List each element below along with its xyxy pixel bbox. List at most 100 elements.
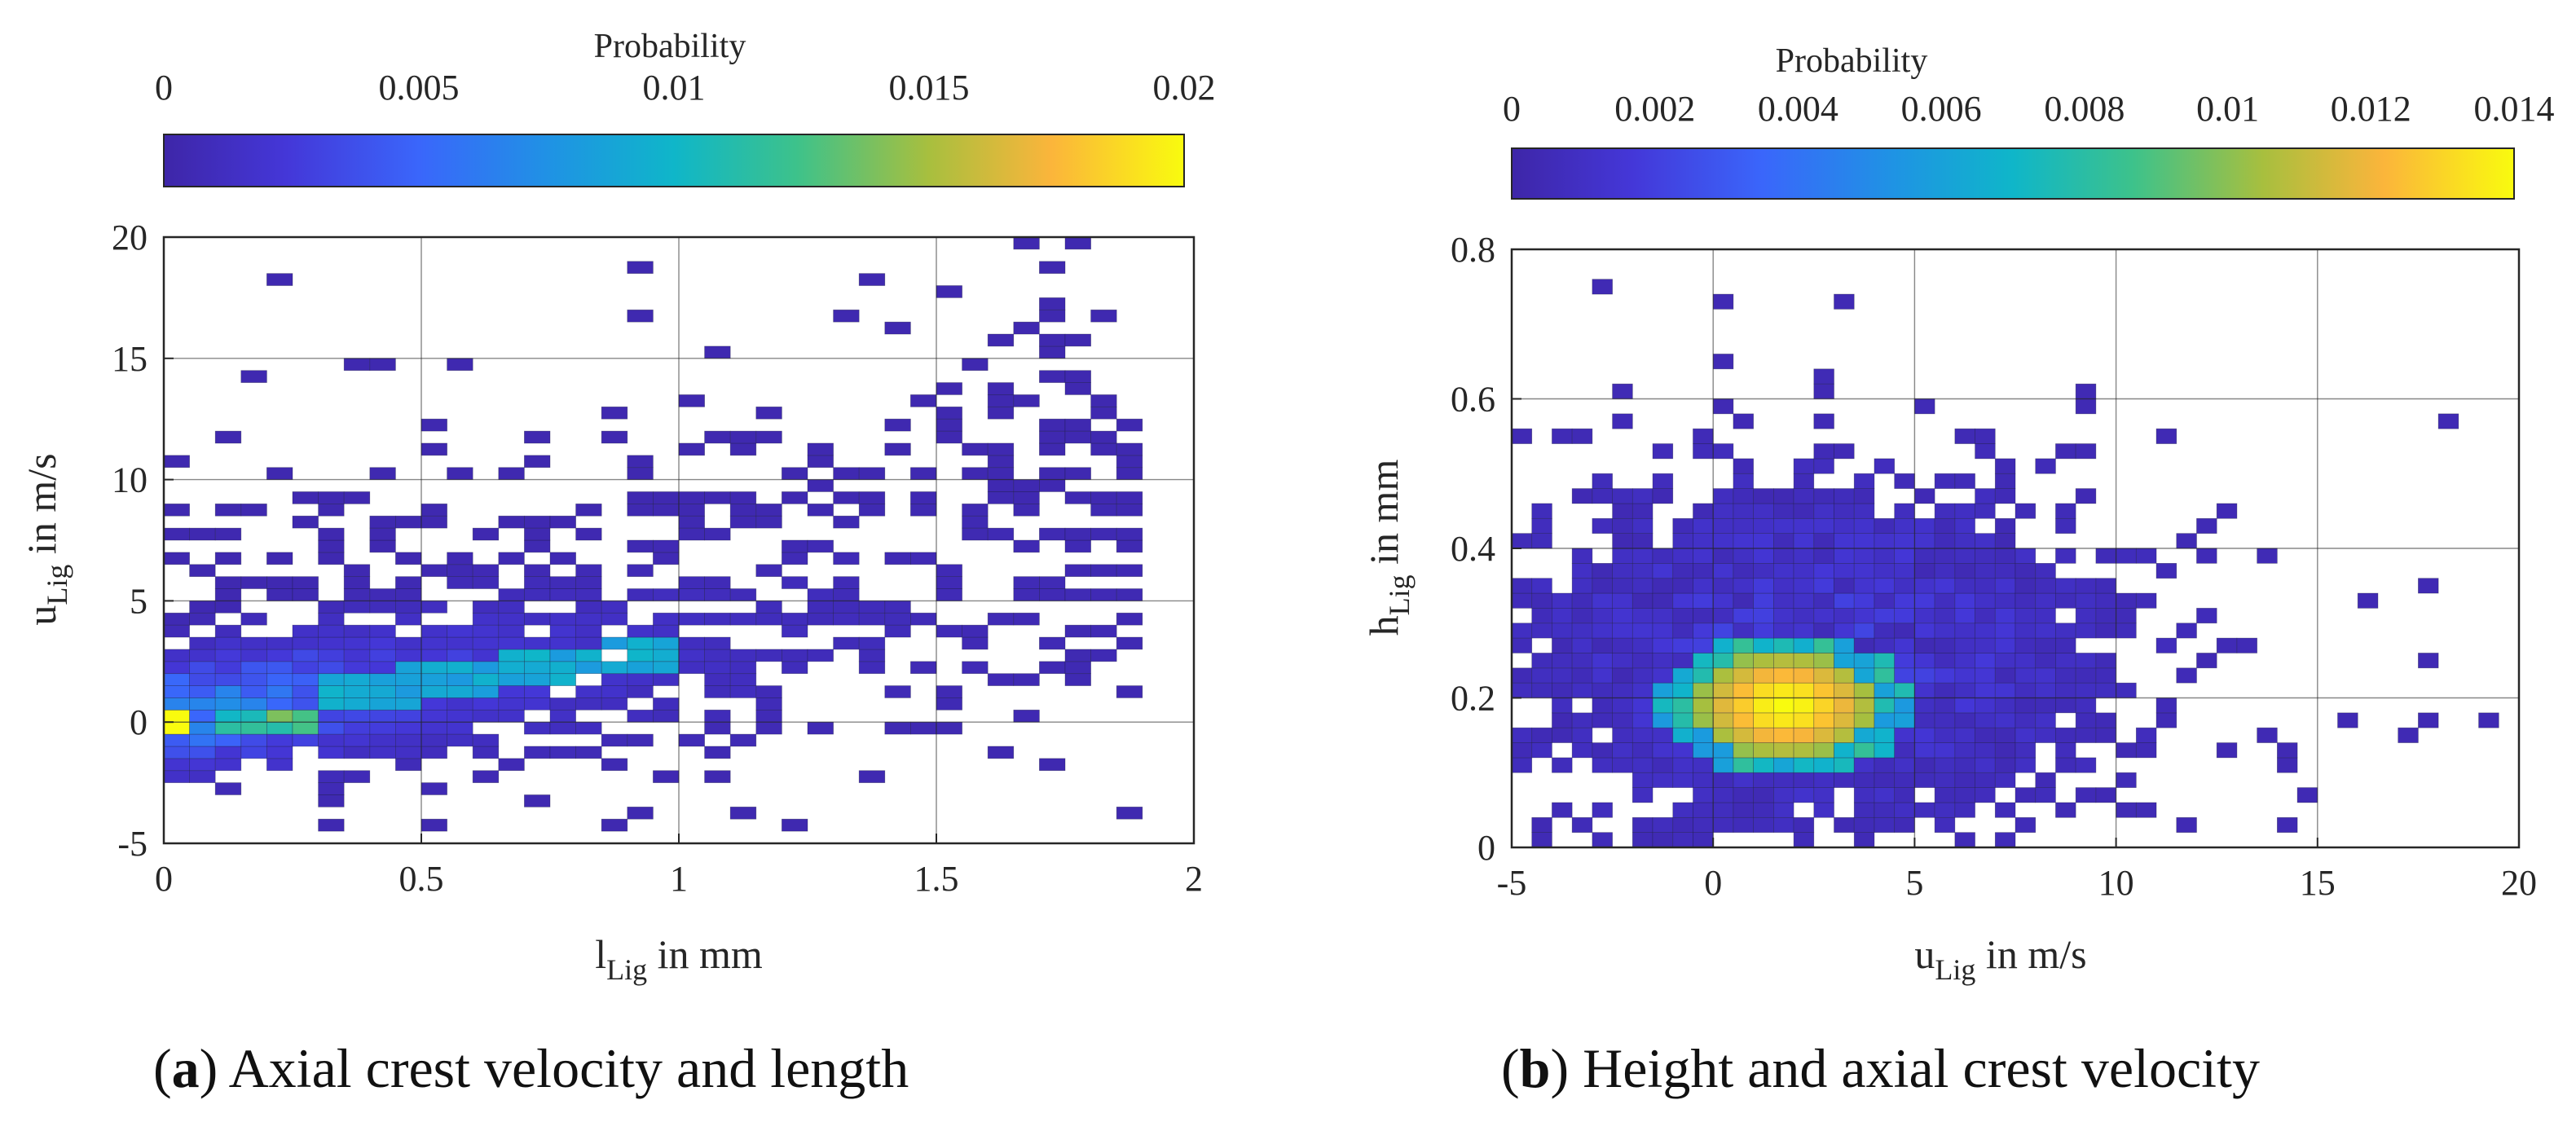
- heatmap-cell: [1914, 562, 1935, 579]
- colorbar-b: [1511, 147, 2515, 200]
- heatmap-cell: [704, 685, 731, 698]
- heatmap-cell: [2216, 742, 2238, 759]
- heatmap-cell: [1592, 757, 1613, 773]
- heatmap-cell: [1874, 533, 1896, 549]
- heatmap-cell: [447, 624, 473, 638]
- heatmap-cell: [755, 564, 782, 577]
- heatmap-cell: [1733, 562, 1754, 579]
- heatmap-cell: [1631, 592, 1653, 609]
- heatmap-cell: [1853, 757, 1875, 773]
- heatmap-cell: [1571, 637, 1593, 653]
- heatmap-cell: [1672, 637, 1693, 653]
- heatmap-cell: [910, 612, 937, 626]
- heatmap-cell: [2015, 503, 2037, 519]
- y-label-a-main: u: [19, 605, 64, 626]
- heatmap-cell: [1672, 623, 1693, 639]
- heatmap-cell: [2055, 667, 2076, 684]
- heatmap-cell: [395, 552, 422, 565]
- heatmap-cell: [421, 636, 447, 650]
- y-tick-label: 20: [112, 218, 148, 257]
- heatmap-cell: [884, 442, 911, 456]
- heatmap-cell: [1733, 503, 1754, 519]
- heatmap-cell: [498, 552, 525, 565]
- heatmap-cell: [987, 442, 1015, 456]
- heatmap-cell: [1693, 682, 1714, 698]
- heatmap-cell: [1733, 757, 1754, 773]
- heatmap-cell: [678, 636, 705, 650]
- heatmap-cell: [987, 467, 1015, 480]
- heatmap-cell: [1733, 488, 1754, 504]
- heatmap-cell: [524, 746, 551, 759]
- heatmap-cell: [1652, 712, 1674, 728]
- heatmap-cell: [1631, 548, 1653, 564]
- heatmap-cell: [807, 539, 834, 553]
- heatmap-cell: [1039, 442, 1066, 456]
- heatmap-cell: [1631, 712, 1653, 728]
- heatmap-cell: [575, 576, 602, 589]
- heatmap-cell: [343, 624, 371, 638]
- heatmap-cell: [1064, 564, 1091, 577]
- heatmap-cell: [1874, 592, 1896, 609]
- heatmap-cell: [318, 624, 345, 638]
- heatmap-cell: [2055, 682, 2076, 698]
- heatmap-cell: [369, 709, 396, 723]
- heatmap-cell: [627, 504, 654, 517]
- heatmap-cell: [936, 406, 962, 420]
- heatmap-cell: [421, 504, 447, 517]
- heatmap-cell: [1994, 517, 2016, 534]
- heatmap-cell: [1994, 608, 2016, 624]
- heatmap-cell: [1631, 742, 1653, 759]
- heatmap-cell: [987, 479, 1015, 492]
- heatmap-cell: [807, 649, 834, 662]
- heatmap-cell: [524, 636, 551, 650]
- heatmap-cell: [1853, 816, 1875, 833]
- heatmap-cell: [807, 721, 834, 735]
- heatmap-cell: [343, 661, 371, 675]
- heatmap-cell: [447, 564, 473, 577]
- heatmap-cell: [318, 794, 345, 807]
- heatmap-cell: [1753, 757, 1774, 773]
- heatmap-cell: [1954, 503, 1975, 519]
- heatmap-cell: [1090, 588, 1117, 601]
- heatmap-cell: [1773, 802, 1794, 818]
- heatmap-cell: [1652, 816, 1674, 833]
- heatmap-cell: [472, 564, 500, 577]
- heatmap-cell: [2155, 637, 2177, 653]
- heatmap-cell: [1894, 562, 1915, 579]
- heatmap-cell: [962, 358, 989, 372]
- heatmap-cell: [1116, 527, 1143, 541]
- heatmap-cell: [163, 527, 190, 541]
- heatmap-cell: [755, 406, 782, 420]
- heatmap-cell: [2035, 712, 2056, 728]
- heatmap-cell: [601, 661, 628, 675]
- heatmap-cell: [2116, 608, 2137, 624]
- heatmap-cell: [1773, 592, 1794, 609]
- heatmap-cell: [1813, 727, 1834, 743]
- heatmap-cell: [782, 649, 808, 662]
- heatmap-cell: [1753, 503, 1774, 519]
- colorbar-tick-label: 0.015: [889, 68, 970, 108]
- heatmap-cell: [163, 649, 190, 662]
- x-label-a-main: l: [595, 931, 606, 977]
- heatmap-cell: [1013, 236, 1040, 250]
- colorbar-tick-label: 0: [1503, 89, 1521, 129]
- heatmap-cell: [318, 612, 345, 626]
- x-tick-label: 5: [1905, 863, 1923, 903]
- heatmap-cell: [1894, 653, 1915, 669]
- heatmap-cell: [549, 661, 576, 675]
- heatmap-cell: [1712, 548, 1734, 564]
- heatmap-cell: [1773, 653, 1794, 669]
- heatmap-cell: [1914, 757, 1935, 773]
- heatmap-cell: [1733, 787, 1754, 803]
- heatmap-cell: [627, 309, 654, 323]
- heatmap-cell: [1612, 533, 1633, 549]
- heatmap-cell: [1064, 527, 1091, 541]
- heatmap-cell: [266, 721, 293, 735]
- heatmap-cell: [2015, 757, 2037, 773]
- heatmap-cell: [1813, 757, 1834, 773]
- heatmap-cell: [395, 601, 422, 614]
- heatmap-cell: [627, 709, 654, 723]
- heatmap-cell: [884, 685, 911, 698]
- heatmap-cell: [1894, 592, 1915, 609]
- heatmap-cell: [1753, 488, 1774, 504]
